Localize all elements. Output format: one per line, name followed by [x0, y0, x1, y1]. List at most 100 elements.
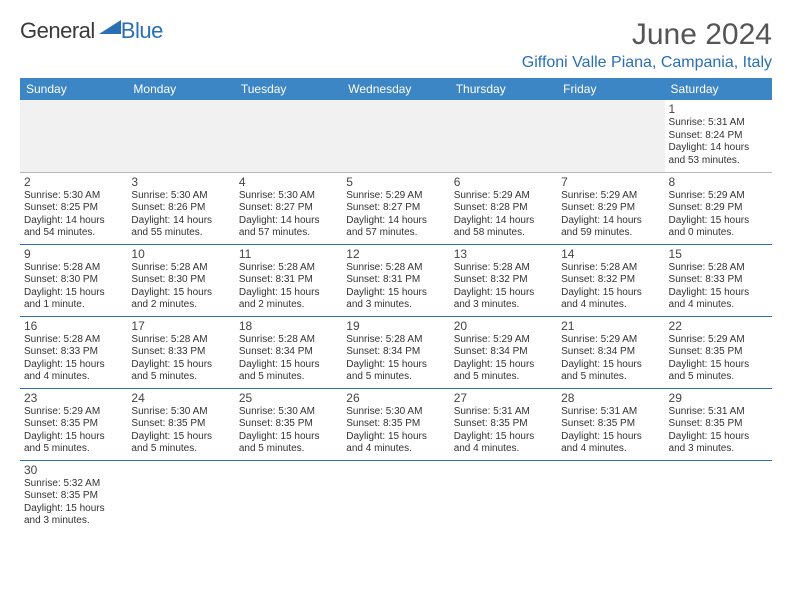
calendar-day-cell: 7Sunrise: 5:29 AMSunset: 8:29 PMDaylight…	[557, 172, 664, 244]
day-info: Sunrise: 5:28 AMSunset: 8:31 PMDaylight:…	[346, 262, 445, 312]
day-info: Sunrise: 5:31 AMSunset: 8:35 PMDaylight:…	[669, 406, 768, 456]
day-number: 22	[669, 319, 768, 333]
weekday-header: Sunday	[20, 78, 127, 100]
calendar-body: 1Sunrise: 5:31 AMSunset: 8:24 PMDaylight…	[20, 100, 772, 532]
day-number: 18	[239, 319, 338, 333]
calendar-empty-cell	[665, 460, 772, 532]
day-info: Sunrise: 5:31 AMSunset: 8:24 PMDaylight:…	[669, 117, 768, 167]
calendar-day-cell: 20Sunrise: 5:29 AMSunset: 8:34 PMDayligh…	[450, 316, 557, 388]
day-number: 14	[561, 247, 660, 261]
weekday-header-row: SundayMondayTuesdayWednesdayThursdayFrid…	[20, 78, 772, 100]
day-info: Sunrise: 5:30 AMSunset: 8:27 PMDaylight:…	[239, 190, 338, 240]
calendar-day-cell: 22Sunrise: 5:29 AMSunset: 8:35 PMDayligh…	[665, 316, 772, 388]
calendar-day-cell: 10Sunrise: 5:28 AMSunset: 8:30 PMDayligh…	[127, 244, 234, 316]
day-number: 30	[24, 463, 123, 477]
day-info: Sunrise: 5:29 AMSunset: 8:34 PMDaylight:…	[454, 334, 553, 384]
calendar-day-cell: 11Sunrise: 5:28 AMSunset: 8:31 PMDayligh…	[235, 244, 342, 316]
calendar-day-cell: 28Sunrise: 5:31 AMSunset: 8:35 PMDayligh…	[557, 388, 664, 460]
day-number: 11	[239, 247, 338, 261]
day-number: 24	[131, 391, 230, 405]
weekday-header: Thursday	[450, 78, 557, 100]
calendar-day-cell: 5Sunrise: 5:29 AMSunset: 8:27 PMDaylight…	[342, 172, 449, 244]
month-title: June 2024	[522, 18, 772, 52]
day-number: 5	[346, 175, 445, 189]
calendar-day-cell: 14Sunrise: 5:28 AMSunset: 8:32 PMDayligh…	[557, 244, 664, 316]
calendar-empty-cell	[342, 460, 449, 532]
calendar-day-cell: 18Sunrise: 5:28 AMSunset: 8:34 PMDayligh…	[235, 316, 342, 388]
calendar-day-cell: 12Sunrise: 5:28 AMSunset: 8:31 PMDayligh…	[342, 244, 449, 316]
day-number: 2	[24, 175, 123, 189]
day-number: 8	[669, 175, 768, 189]
day-number: 15	[669, 247, 768, 261]
logo-text-blue: Blue	[121, 18, 163, 44]
calendar-day-cell: 15Sunrise: 5:28 AMSunset: 8:33 PMDayligh…	[665, 244, 772, 316]
day-number: 7	[561, 175, 660, 189]
calendar-day-cell: 19Sunrise: 5:28 AMSunset: 8:34 PMDayligh…	[342, 316, 449, 388]
day-info: Sunrise: 5:28 AMSunset: 8:33 PMDaylight:…	[669, 262, 768, 312]
day-number: 10	[131, 247, 230, 261]
calendar-day-cell: 26Sunrise: 5:30 AMSunset: 8:35 PMDayligh…	[342, 388, 449, 460]
calendar-empty-cell	[450, 100, 557, 172]
calendar-empty-cell	[235, 460, 342, 532]
day-number: 9	[24, 247, 123, 261]
day-number: 13	[454, 247, 553, 261]
weekday-header: Saturday	[665, 78, 772, 100]
calendar-week-row: 23Sunrise: 5:29 AMSunset: 8:35 PMDayligh…	[20, 388, 772, 460]
day-info: Sunrise: 5:29 AMSunset: 8:35 PMDaylight:…	[24, 406, 123, 456]
day-info: Sunrise: 5:28 AMSunset: 8:32 PMDaylight:…	[561, 262, 660, 312]
calendar-day-cell: 24Sunrise: 5:30 AMSunset: 8:35 PMDayligh…	[127, 388, 234, 460]
day-info: Sunrise: 5:28 AMSunset: 8:33 PMDaylight:…	[24, 334, 123, 384]
day-info: Sunrise: 5:28 AMSunset: 8:30 PMDaylight:…	[24, 262, 123, 312]
day-info: Sunrise: 5:28 AMSunset: 8:34 PMDaylight:…	[346, 334, 445, 384]
weekday-header: Wednesday	[342, 78, 449, 100]
day-number: 19	[346, 319, 445, 333]
calendar-empty-cell	[450, 460, 557, 532]
day-info: Sunrise: 5:31 AMSunset: 8:35 PMDaylight:…	[454, 406, 553, 456]
day-number: 1	[669, 102, 768, 116]
calendar-empty-cell	[127, 100, 234, 172]
day-info: Sunrise: 5:30 AMSunset: 8:26 PMDaylight:…	[131, 190, 230, 240]
day-number: 16	[24, 319, 123, 333]
weekday-header: Monday	[127, 78, 234, 100]
calendar-day-cell: 25Sunrise: 5:30 AMSunset: 8:35 PMDayligh…	[235, 388, 342, 460]
day-number: 21	[561, 319, 660, 333]
calendar-day-cell: 13Sunrise: 5:28 AMSunset: 8:32 PMDayligh…	[450, 244, 557, 316]
calendar-week-row: 9Sunrise: 5:28 AMSunset: 8:30 PMDaylight…	[20, 244, 772, 316]
day-number: 3	[131, 175, 230, 189]
calendar-day-cell: 3Sunrise: 5:30 AMSunset: 8:26 PMDaylight…	[127, 172, 234, 244]
day-info: Sunrise: 5:28 AMSunset: 8:32 PMDaylight:…	[454, 262, 553, 312]
day-number: 26	[346, 391, 445, 405]
header: General Blue June 2024 Giffoni Valle Pia…	[20, 18, 772, 72]
title-block: June 2024 Giffoni Valle Piana, Campania,…	[522, 18, 772, 72]
calendar-empty-cell	[557, 100, 664, 172]
logo-triangle-icon	[99, 20, 121, 37]
calendar-day-cell: 8Sunrise: 5:29 AMSunset: 8:29 PMDaylight…	[665, 172, 772, 244]
calendar-day-cell: 21Sunrise: 5:29 AMSunset: 8:34 PMDayligh…	[557, 316, 664, 388]
day-info: Sunrise: 5:29 AMSunset: 8:34 PMDaylight:…	[561, 334, 660, 384]
calendar-day-cell: 6Sunrise: 5:29 AMSunset: 8:28 PMDaylight…	[450, 172, 557, 244]
calendar-week-row: 30Sunrise: 5:32 AMSunset: 8:35 PMDayligh…	[20, 460, 772, 532]
day-number: 25	[239, 391, 338, 405]
day-number: 28	[561, 391, 660, 405]
day-info: Sunrise: 5:32 AMSunset: 8:35 PMDaylight:…	[24, 478, 123, 528]
weekday-header: Friday	[557, 78, 664, 100]
day-info: Sunrise: 5:29 AMSunset: 8:29 PMDaylight:…	[561, 190, 660, 240]
calendar-day-cell: 1Sunrise: 5:31 AMSunset: 8:24 PMDaylight…	[665, 100, 772, 172]
calendar-week-row: 2Sunrise: 5:30 AMSunset: 8:25 PMDaylight…	[20, 172, 772, 244]
day-info: Sunrise: 5:31 AMSunset: 8:35 PMDaylight:…	[561, 406, 660, 456]
day-number: 29	[669, 391, 768, 405]
day-number: 20	[454, 319, 553, 333]
day-info: Sunrise: 5:30 AMSunset: 8:35 PMDaylight:…	[131, 406, 230, 456]
calendar-day-cell: 29Sunrise: 5:31 AMSunset: 8:35 PMDayligh…	[665, 388, 772, 460]
logo: General Blue	[20, 18, 163, 44]
calendar-empty-cell	[127, 460, 234, 532]
calendar-empty-cell	[557, 460, 664, 532]
day-info: Sunrise: 5:30 AMSunset: 8:35 PMDaylight:…	[239, 406, 338, 456]
location: Giffoni Valle Piana, Campania, Italy	[522, 54, 772, 72]
day-number: 12	[346, 247, 445, 261]
calendar-day-cell: 2Sunrise: 5:30 AMSunset: 8:25 PMDaylight…	[20, 172, 127, 244]
calendar-day-cell: 30Sunrise: 5:32 AMSunset: 8:35 PMDayligh…	[20, 460, 127, 532]
calendar-table: SundayMondayTuesdayWednesdayThursdayFrid…	[20, 78, 772, 532]
day-number: 6	[454, 175, 553, 189]
day-info: Sunrise: 5:29 AMSunset: 8:29 PMDaylight:…	[669, 190, 768, 240]
